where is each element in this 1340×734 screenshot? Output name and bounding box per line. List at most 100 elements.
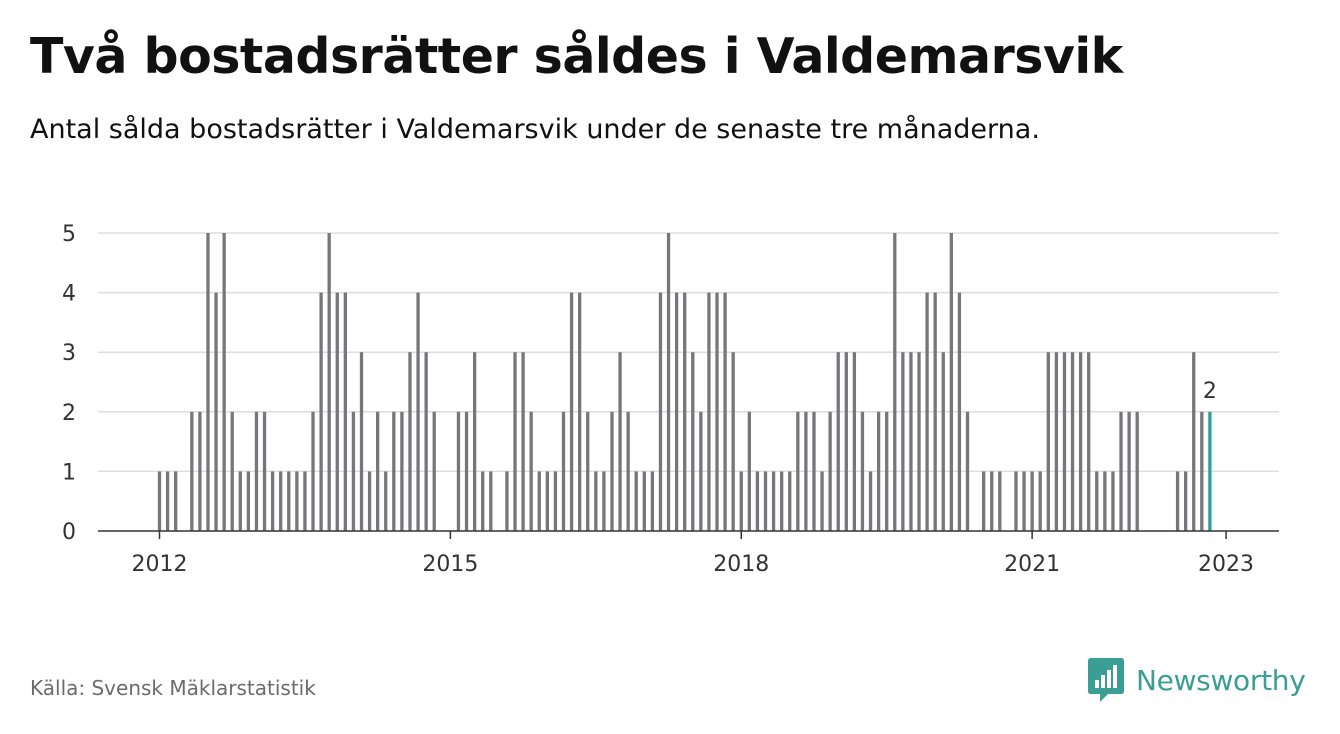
bar <box>1200 411 1204 531</box>
bar <box>949 233 953 531</box>
bar <box>262 411 267 531</box>
bar <box>432 411 436 531</box>
bar <box>771 471 776 531</box>
bar <box>626 411 630 531</box>
bar <box>876 411 881 531</box>
bar <box>780 471 784 531</box>
bar <box>909 352 913 531</box>
bar <box>683 292 687 531</box>
y-tick-label: 4 <box>62 282 76 307</box>
bar <box>796 411 800 531</box>
bar <box>529 411 533 531</box>
bar <box>319 292 323 531</box>
bar <box>578 292 582 531</box>
bar <box>957 292 962 531</box>
bar <box>852 352 857 531</box>
bar <box>1095 471 1099 531</box>
bar <box>747 411 751 531</box>
bar <box>1030 471 1034 531</box>
bar <box>1022 471 1026 531</box>
bar <box>1014 471 1018 531</box>
bar <box>408 352 412 531</box>
bar <box>723 292 727 531</box>
bar <box>763 471 768 531</box>
bar <box>650 471 655 531</box>
bar-chart: 0 1 2 3 4 5 2012 2015 2018 2021 2023 2 <box>62 222 1279 577</box>
bar <box>666 233 671 531</box>
bar <box>868 471 873 531</box>
bar <box>1038 471 1042 531</box>
bar <box>545 471 549 531</box>
chart-subtitle: Antal sålda bostadsrätter i Valdemarsvik… <box>30 114 1040 145</box>
bar <box>893 233 897 531</box>
bar <box>214 292 218 531</box>
latest-value-label: 2 <box>1203 379 1217 404</box>
bar <box>707 292 711 531</box>
y-tick-label: 0 <box>62 520 76 545</box>
bar <box>481 471 485 531</box>
bar <box>1062 352 1067 531</box>
y-tick-label: 5 <box>62 222 76 247</box>
bar <box>295 471 299 531</box>
bar <box>505 471 509 531</box>
bar <box>279 471 283 531</box>
y-tick-label: 3 <box>62 341 76 366</box>
y-tick-label: 2 <box>62 401 76 426</box>
y-tick-label: 1 <box>62 460 76 485</box>
bar <box>367 471 372 531</box>
bar <box>343 292 347 531</box>
bar <box>1070 352 1075 531</box>
bar <box>327 233 331 531</box>
bar <box>804 411 808 531</box>
bar <box>820 471 824 531</box>
bar <box>674 292 679 531</box>
bar <box>828 411 832 531</box>
bar <box>392 411 396 531</box>
bar <box>1078 352 1083 531</box>
bar <box>739 471 743 531</box>
bar <box>990 471 994 531</box>
bar <box>376 411 380 531</box>
bar <box>901 352 905 531</box>
bar <box>1127 411 1131 531</box>
bar <box>836 352 840 531</box>
bar <box>561 411 566 531</box>
bar <box>335 292 339 531</box>
bar <box>521 352 525 531</box>
bar <box>254 411 259 531</box>
bar <box>456 411 461 531</box>
bar <box>416 292 420 531</box>
bar <box>464 411 469 531</box>
bar <box>982 471 986 531</box>
bar <box>998 471 1002 531</box>
bar <box>602 471 606 531</box>
bar <box>885 411 889 531</box>
bar <box>1046 352 1050 531</box>
bar <box>860 411 865 531</box>
bar <box>925 292 929 531</box>
bar <box>715 292 719 531</box>
bar <box>812 411 816 531</box>
bar <box>270 471 275 531</box>
bar <box>303 471 307 531</box>
bar <box>917 352 921 531</box>
bar <box>157 471 162 531</box>
bar <box>844 352 848 531</box>
x-tick-label: 2021 <box>1004 552 1060 577</box>
bar <box>634 471 638 531</box>
bar <box>489 471 493 531</box>
bar <box>642 471 646 531</box>
bar <box>1175 471 1180 531</box>
bar <box>1192 352 1196 531</box>
x-tick-label: 2012 <box>132 552 188 577</box>
bar <box>1135 411 1139 531</box>
bar <box>206 233 210 531</box>
bar <box>238 471 242 531</box>
bar <box>553 471 558 531</box>
bar <box>384 471 388 531</box>
bar <box>198 411 202 531</box>
bar <box>190 411 194 531</box>
bar <box>311 411 315 531</box>
chart-title: Två bostadsrätter såldes i Valdemarsvik <box>30 28 1123 85</box>
bar <box>537 471 541 531</box>
